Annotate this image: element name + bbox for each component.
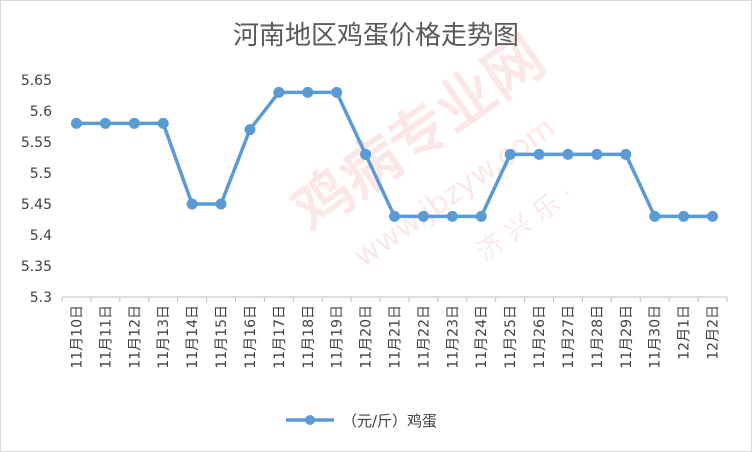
chart-title: 河南地区鸡蛋价格走势图 <box>233 21 519 51</box>
y-tick-label: 5.35 <box>21 259 52 275</box>
watermark: 鸡病专业网 www.jbzyw.com 济 兴 乐 · <box>280 23 579 275</box>
data-point <box>562 148 574 160</box>
data-point <box>331 86 343 98</box>
data-point <box>649 210 661 222</box>
x-tick-label: 11月19日 <box>330 305 346 369</box>
y-tick-label: 5.4 <box>30 228 52 244</box>
legend-marker <box>305 415 315 425</box>
x-tick-label: 11月21日 <box>388 305 404 369</box>
x-tick-label: 11月15日 <box>214 305 230 369</box>
legend: （元/斤）鸡蛋 <box>286 412 437 430</box>
data-point <box>244 124 256 136</box>
data-point <box>446 210 458 222</box>
data-point <box>591 148 603 160</box>
x-tick-label: 11月11日 <box>98 305 114 369</box>
data-point <box>389 210 400 222</box>
x-tick-label: 11月10日 <box>69 305 85 369</box>
legend-label: （元/斤）鸡蛋 <box>342 412 437 430</box>
x-tick-label: 11月28日 <box>590 305 606 369</box>
x-tick-label: 11月26日 <box>532 305 548 369</box>
series-layer <box>70 86 719 222</box>
x-tick-label: 11月16日 <box>243 305 259 369</box>
y-tick-label: 5.55 <box>21 135 52 151</box>
data-point <box>70 117 82 129</box>
data-point <box>302 86 314 98</box>
y-axis: 5.3 5.35 5.4 5.45 5.5 5.55 5.6 5.65 <box>21 73 52 306</box>
x-tick-label: 11月14日 <box>185 305 201 369</box>
x-tick-label: 11月24日 <box>474 305 490 369</box>
x-tick-label: 11月18日 <box>301 305 317 369</box>
x-tick-label: 11月20日 <box>359 305 375 369</box>
x-tick-label: 12月2日 <box>706 305 722 360</box>
x-tick-label: 11月13日 <box>156 305 172 369</box>
data-point <box>273 86 285 98</box>
data-point <box>475 210 487 222</box>
y-tick-label: 5.5 <box>30 166 52 182</box>
x-axis: 11月10日 11月11日 11月12日 11月13日 11月14日 11月15日 11月1… <box>61 296 728 369</box>
y-tick-label: 5.45 <box>21 197 52 213</box>
data-point <box>360 148 372 160</box>
x-tick-label: 11月25日 <box>503 305 519 369</box>
y-tick-label: 5.65 <box>21 73 52 89</box>
data-point <box>186 198 198 210</box>
data-point <box>504 148 516 160</box>
data-point <box>417 210 429 222</box>
x-tick-label: 11月23日 <box>445 305 461 369</box>
data-point <box>215 198 227 210</box>
y-tick-label: 5.3 <box>30 290 52 306</box>
x-tick-label: 11月17日 <box>272 305 288 369</box>
data-point <box>707 210 719 222</box>
x-tick-label: 11月27日 <box>561 305 577 369</box>
x-tick-label: 12月1日 <box>677 305 693 360</box>
data-point <box>157 117 169 129</box>
data-point <box>99 117 111 129</box>
x-tick-label: 11月30日 <box>648 305 664 369</box>
x-tick-label: 11月29日 <box>619 305 635 369</box>
data-point <box>128 117 140 129</box>
watermark-sub: 济 兴 乐 · <box>471 179 579 267</box>
data-point <box>533 148 545 160</box>
y-tick-label: 5.6 <box>30 104 52 120</box>
data-point <box>620 148 632 160</box>
x-tick-label: 11月22日 <box>416 305 432 369</box>
x-tick-label: 11月12日 <box>127 305 143 369</box>
data-point <box>678 210 690 222</box>
